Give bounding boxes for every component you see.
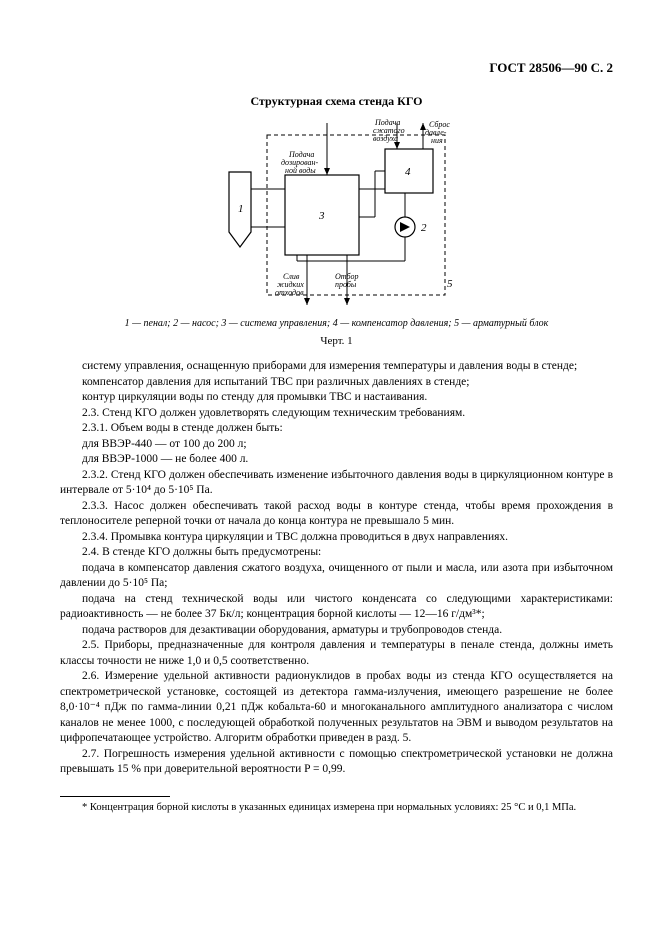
paragraph: компенсатор давления для испытаний ТВС п… [60,375,613,391]
paragraph: подача на стенд технической воды или чис… [60,592,613,623]
page-header: ГОСТ 28506—90 С. 2 [60,60,613,76]
svg-text:воздуха: воздуха [373,134,398,143]
paragraph: 2.6. Измерение удельной активности радио… [60,669,613,747]
box4-id: 4 [405,166,411,178]
svg-text:ния: ния [431,136,443,145]
paragraph: 2.3.1. Объем воды в стенде должен быть: [60,421,613,437]
box2-id: 2 [421,222,427,234]
paragraph: 2.3. Стенд КГО должен удовлетворять след… [60,406,613,422]
paragraph: контур циркуляции воды по стенду для про… [60,390,613,406]
body-text: систему управления, оснащенную приборами… [60,359,613,778]
footnote-separator [60,796,170,797]
figure-number: Черт. 1 [60,335,613,347]
box3-id: 3 [318,210,325,222]
svg-text:отходов: отходов [275,288,304,297]
box1-id: 1 [238,203,244,215]
svg-text:ной воды: ной воды [285,166,316,175]
figure-legend: 1 — пенал; 2 — насос; 3 — система управл… [60,318,613,329]
paragraph: 2.3.3. Насос должен обеспечивать такой р… [60,499,613,530]
paragraph: 2.7. Погрешность измерения удельной акти… [60,747,613,778]
paragraph: 2.3.2. Стенд КГО должен обеспечивать изм… [60,468,613,499]
figure-diagram: 1 3 4 2 [60,117,613,312]
svg-text:пробы: пробы [335,280,357,289]
figure-title: Структурная схема стенда КГО [60,94,613,109]
footnote: * Концентрация борной кислоты в указанны… [60,801,613,815]
paragraph: подача в компенсатор давления сжатого во… [60,561,613,592]
paragraph: 2.4. В стенде КГО должны быть предусмотр… [60,545,613,561]
paragraph: подача растворов для дезактивации оборуд… [60,623,613,639]
paragraph: для ВВЭР-440 — от 100 до 200 л; [60,437,613,453]
svg-text:5: 5 [447,278,453,290]
paragraph: систему управления, оснащенную приборами… [60,359,613,375]
paragraph: 2.3.4. Промывка контура циркуляции и ТВС… [60,530,613,546]
paragraph: для ВВЭР-1000 — не более 400 л. [60,452,613,468]
paragraph: 2.5. Приборы, предназначенные для контро… [60,638,613,669]
